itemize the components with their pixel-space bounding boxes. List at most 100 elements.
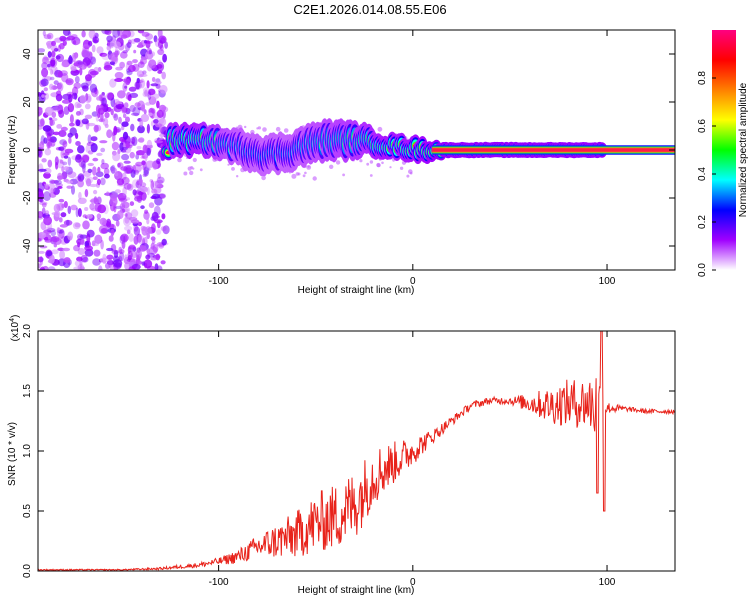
noise-blob bbox=[42, 30, 46, 37]
x-tick-label: -100 bbox=[209, 577, 229, 588]
noise-blob bbox=[161, 106, 169, 113]
noise-blob bbox=[122, 50, 128, 54]
noise-blob bbox=[88, 30, 96, 39]
noise-blob bbox=[126, 60, 133, 66]
noise-blob bbox=[80, 254, 88, 263]
noise-blob bbox=[110, 164, 116, 175]
noise-blob bbox=[121, 121, 129, 127]
noise-blob bbox=[121, 106, 127, 114]
spectrogram-y-ticks: -40 -20 0 20 40 bbox=[22, 48, 675, 253]
noise-blob bbox=[47, 266, 56, 270]
noise-blob bbox=[43, 87, 48, 92]
noise-blob bbox=[102, 253, 107, 262]
noise-blob bbox=[106, 129, 113, 139]
noise-blob bbox=[109, 61, 115, 66]
noise-blob bbox=[151, 211, 159, 222]
noise-blob bbox=[43, 216, 52, 226]
noise-blob bbox=[137, 221, 142, 227]
y-tick-label: 20 bbox=[22, 96, 33, 108]
noise-blob bbox=[57, 175, 64, 180]
noise-blob bbox=[138, 42, 143, 48]
noise-blob bbox=[120, 166, 128, 171]
noise-blob bbox=[106, 254, 114, 260]
noise-blob bbox=[109, 196, 118, 207]
noise-blob bbox=[122, 131, 129, 140]
noise-blob bbox=[151, 77, 156, 82]
ridge-band bbox=[432, 148, 675, 152]
snr-y-exponent-power: 4 bbox=[9, 318, 16, 322]
noise-blob bbox=[127, 39, 132, 45]
faint-dot bbox=[399, 166, 404, 170]
faint-dot bbox=[227, 163, 230, 166]
noise-blob bbox=[57, 71, 63, 78]
noise-blob bbox=[114, 205, 123, 210]
noise-blob bbox=[61, 61, 70, 68]
noise-blob bbox=[155, 123, 162, 128]
faint-dot bbox=[389, 166, 392, 169]
noise-blob bbox=[51, 40, 56, 47]
noise-blob bbox=[93, 124, 99, 133]
noise-blob bbox=[123, 102, 129, 109]
noise-blob bbox=[133, 38, 141, 43]
noise-blob bbox=[157, 30, 163, 39]
x-tick-label: 0 bbox=[410, 276, 416, 287]
noise-blob bbox=[160, 37, 166, 44]
noise-blob bbox=[135, 249, 142, 259]
noise-blob bbox=[162, 53, 168, 63]
noise-blob bbox=[67, 31, 72, 37]
noise-blob bbox=[106, 35, 113, 43]
noise-blob bbox=[87, 40, 93, 47]
noise-blob bbox=[87, 168, 93, 173]
noise-blob bbox=[52, 131, 60, 136]
noise-blob bbox=[54, 210, 61, 218]
snr-y-exponent-close: ) bbox=[10, 315, 21, 318]
noise-blob bbox=[159, 84, 168, 94]
noise-blob bbox=[38, 106, 43, 116]
noise-blob bbox=[62, 30, 71, 36]
faint-dot bbox=[199, 168, 203, 172]
noise-blob bbox=[97, 204, 107, 214]
noise-blob bbox=[113, 259, 123, 268]
noise-blob bbox=[115, 220, 120, 227]
noise-blob bbox=[43, 191, 51, 202]
noise-blob bbox=[129, 258, 137, 265]
noise-blob bbox=[82, 154, 90, 163]
noise-blob bbox=[113, 41, 121, 49]
noise-blob bbox=[126, 229, 131, 235]
noise-blob bbox=[89, 83, 98, 93]
noise-blob bbox=[146, 218, 150, 225]
spectrogram-x-ticks: -100 0 100 bbox=[209, 30, 616, 287]
noise-blob bbox=[71, 92, 78, 100]
noise-blob bbox=[78, 191, 82, 200]
noise-blob bbox=[156, 109, 164, 118]
noise-blob bbox=[77, 248, 86, 255]
faint-dot bbox=[359, 159, 363, 163]
noise-blob bbox=[136, 80, 144, 83]
noise-blob bbox=[80, 160, 87, 169]
noise-blob bbox=[147, 88, 156, 96]
noise-blob bbox=[43, 55, 48, 63]
noise-blob bbox=[119, 61, 125, 69]
noise-blob bbox=[134, 102, 141, 107]
noise-blob bbox=[124, 225, 133, 231]
noise-blob bbox=[161, 238, 167, 246]
noise-blob bbox=[77, 173, 85, 182]
noise-blob bbox=[140, 187, 149, 193]
faint-dot bbox=[369, 174, 373, 177]
noise-blob bbox=[66, 180, 73, 184]
noise-blob bbox=[70, 204, 78, 211]
noise-blob bbox=[41, 62, 48, 70]
noise-blob bbox=[77, 263, 85, 270]
noise-blob bbox=[93, 249, 101, 257]
noise-blob bbox=[125, 116, 130, 123]
noise-blob bbox=[77, 208, 82, 217]
y-tick-label: 0 bbox=[22, 147, 33, 153]
noise-blob bbox=[122, 186, 127, 197]
noise-blob bbox=[86, 214, 93, 219]
noise-blob bbox=[160, 226, 167, 232]
noise-blob bbox=[69, 127, 77, 136]
noise-blob bbox=[127, 64, 136, 73]
noise-blob bbox=[96, 213, 102, 219]
faint-dot bbox=[261, 175, 266, 181]
noise-blob bbox=[123, 113, 127, 118]
